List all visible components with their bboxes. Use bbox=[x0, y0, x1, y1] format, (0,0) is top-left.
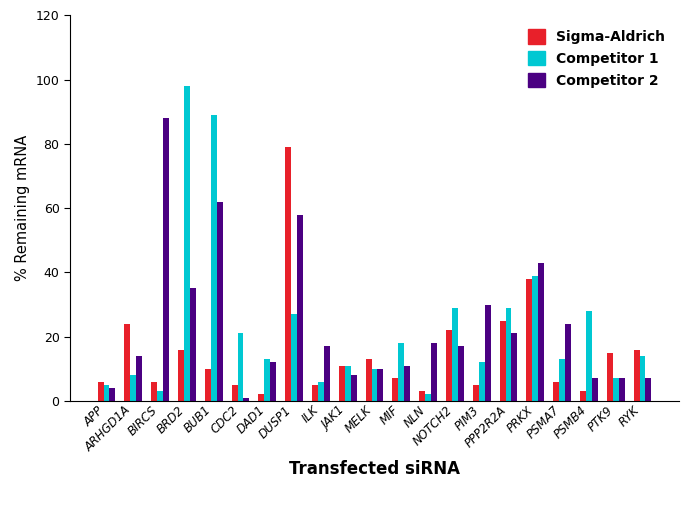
Bar bbox=[393, 378, 398, 401]
Bar bbox=[538, 263, 544, 401]
Bar bbox=[580, 391, 586, 401]
Bar bbox=[425, 395, 431, 401]
Bar bbox=[532, 276, 538, 401]
Bar bbox=[377, 369, 384, 401]
Bar bbox=[619, 378, 624, 401]
Bar bbox=[163, 118, 169, 401]
Bar bbox=[398, 343, 404, 401]
Bar bbox=[109, 388, 116, 401]
Bar bbox=[190, 288, 196, 401]
Bar bbox=[244, 398, 249, 401]
Bar bbox=[345, 365, 351, 401]
Bar bbox=[125, 324, 130, 401]
Bar bbox=[473, 385, 479, 401]
Bar bbox=[237, 334, 244, 401]
Bar bbox=[559, 359, 565, 401]
Bar bbox=[232, 385, 237, 401]
Bar bbox=[446, 331, 452, 401]
Bar bbox=[291, 314, 297, 401]
Bar bbox=[158, 391, 163, 401]
Bar bbox=[640, 356, 645, 401]
Bar bbox=[404, 365, 410, 401]
Bar bbox=[500, 321, 505, 401]
Bar bbox=[634, 350, 640, 401]
Bar bbox=[297, 215, 303, 401]
Bar bbox=[324, 346, 330, 401]
Bar bbox=[372, 369, 377, 401]
Bar bbox=[265, 359, 270, 401]
Bar bbox=[553, 381, 559, 401]
Bar bbox=[645, 378, 651, 401]
Bar bbox=[130, 375, 136, 401]
Bar bbox=[526, 279, 532, 401]
Bar bbox=[217, 201, 223, 401]
Bar bbox=[592, 378, 598, 401]
Bar bbox=[136, 356, 142, 401]
Y-axis label: % Remaining mRNA: % Remaining mRNA bbox=[15, 135, 30, 281]
Bar bbox=[586, 311, 592, 401]
Bar bbox=[484, 304, 491, 401]
Bar bbox=[365, 359, 372, 401]
Bar bbox=[612, 378, 619, 401]
Bar bbox=[505, 308, 512, 401]
Legend: Sigma-Aldrich, Competitor 1, Competitor 2: Sigma-Aldrich, Competitor 1, Competitor … bbox=[522, 23, 672, 95]
Bar bbox=[452, 308, 458, 401]
Bar bbox=[458, 346, 463, 401]
Bar bbox=[318, 381, 324, 401]
Bar bbox=[479, 362, 484, 401]
Bar bbox=[312, 385, 318, 401]
X-axis label: Transfected siRNA: Transfected siRNA bbox=[289, 460, 460, 478]
Bar bbox=[98, 381, 104, 401]
Bar bbox=[286, 147, 291, 401]
Bar bbox=[151, 381, 158, 401]
Bar bbox=[104, 385, 109, 401]
Bar bbox=[419, 391, 425, 401]
Bar bbox=[184, 86, 190, 401]
Bar bbox=[607, 353, 612, 401]
Bar bbox=[205, 369, 211, 401]
Bar bbox=[512, 334, 517, 401]
Bar bbox=[211, 115, 217, 401]
Bar bbox=[339, 365, 345, 401]
Bar bbox=[565, 324, 571, 401]
Bar bbox=[178, 350, 184, 401]
Bar bbox=[431, 343, 437, 401]
Bar bbox=[258, 395, 265, 401]
Bar bbox=[270, 362, 276, 401]
Bar bbox=[351, 375, 356, 401]
